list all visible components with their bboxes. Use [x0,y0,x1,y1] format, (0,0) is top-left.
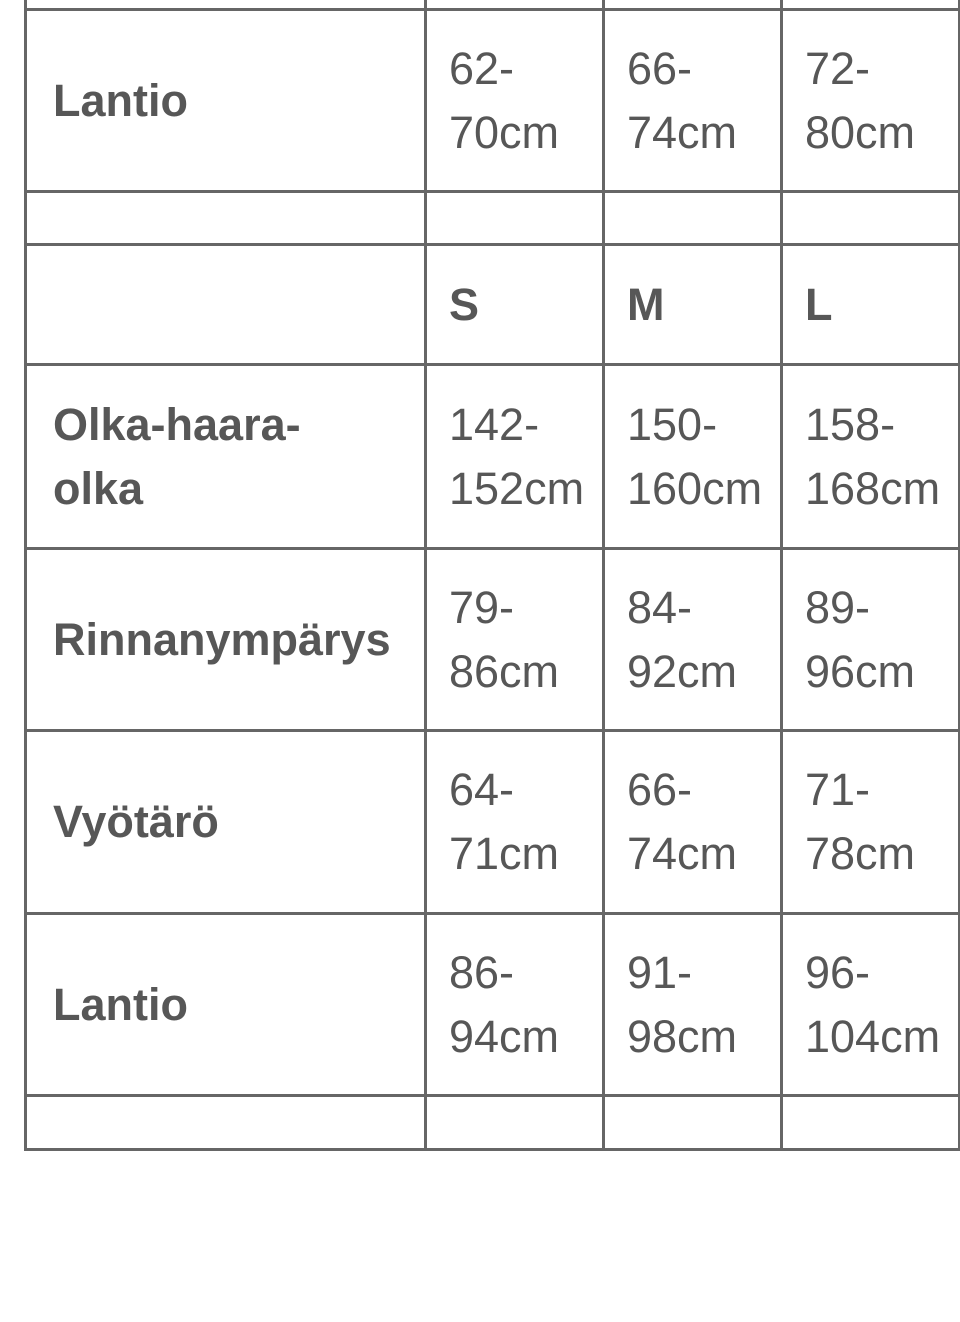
cell-line: 74cm [627,106,738,158]
row-label: Vyötärö [24,729,427,915]
table-cell: 142- 152cm [424,363,605,550]
row-label: Olka-haara-olka [24,363,427,550]
row-label: Rinnanympärys [24,547,427,732]
table-cell: 89- 96cm [780,547,960,732]
row-label: Lantio [24,8,427,193]
cell-line: 150- [627,398,718,450]
cell-line: 142- [449,398,540,450]
cell-line: 71- [805,764,871,815]
cell-line: 94cm [449,1010,560,1062]
cell-line: 70cm [449,106,560,158]
cell-line: 89- [805,581,871,633]
cell-line: 96- [805,946,871,998]
table-cell: 71- 78cm [780,729,960,915]
cell-line: 62- [449,42,515,94]
cell-line: 96cm [805,645,916,697]
table-cell: 64- 71cm [424,729,605,915]
table-row: Lantio 62- 70cm 66- 74cm 72- 80cm [24,8,960,193]
table-cell: 158- 168cm [780,363,960,550]
cell-line: 104cm [805,1010,941,1062]
size-chart-table: Lantio 62- 70cm 66- 74cm 72- 80cm S M L Olk… [24,0,960,1151]
cell-line: 92cm [627,645,738,697]
table-row: Lantio 86- 94cm 91- 98cm 96- 104cm [24,912,960,1097]
cell-line: 158- [805,398,896,450]
cell-line: 86- [449,946,515,998]
size-header: M [602,243,783,366]
cell-line: 168cm [805,462,941,514]
table-row [24,0,960,11]
table-cell: 62- 70cm [424,8,605,193]
label-line: Olka-haara- [53,398,301,450]
label-line: olka [53,462,144,514]
cell-line: 80cm [805,106,916,158]
size-header: S [424,243,605,366]
table-cell: 66- 74cm [602,729,783,915]
cell-line: 78cm [805,828,916,879]
cell-line: 71cm [449,828,560,879]
table-cell: 96- 104cm [780,912,960,1097]
size-header: L [780,243,960,366]
cell-line: 98cm [627,1010,738,1062]
row-label: Lantio [24,912,427,1097]
cell-line: 152cm [449,462,585,514]
table-cell: 72- 80cm [780,8,960,193]
cell-line: 160cm [627,462,763,514]
table-row: Rinnanympärys 79- 86cm 84- 92cm 89- 96cm [24,547,960,732]
cell-line: 91- [627,946,693,998]
cell-line: 66- [627,764,693,815]
table-cell: 66- 74cm [602,8,783,193]
table-cell: 79- 86cm [424,547,605,732]
table-cell: 84- 92cm [602,547,783,732]
cell-line: 84- [627,581,693,633]
table-row: Olka-haara-olka 142- 152cm 150- 160cm 158-… [24,363,960,550]
cell-line: 64- [449,764,515,815]
spacer-row [24,1094,960,1151]
table-cell: 91- 98cm [602,912,783,1097]
cell-line: 74cm [627,828,738,879]
cell-line: 79- [449,581,515,633]
cell-line: 72- [805,42,871,94]
size-header-row: S M L [24,243,960,366]
table-cell: 150- 160cm [602,363,783,550]
table-cell: 86- 94cm [424,912,605,1097]
cell-line: 66- [627,42,693,94]
spacer-row [24,190,960,246]
cell-line: 86cm [449,645,560,697]
table-row: Vyötärö 64- 71cm 66- 74cm 71- 78cm [24,729,960,915]
